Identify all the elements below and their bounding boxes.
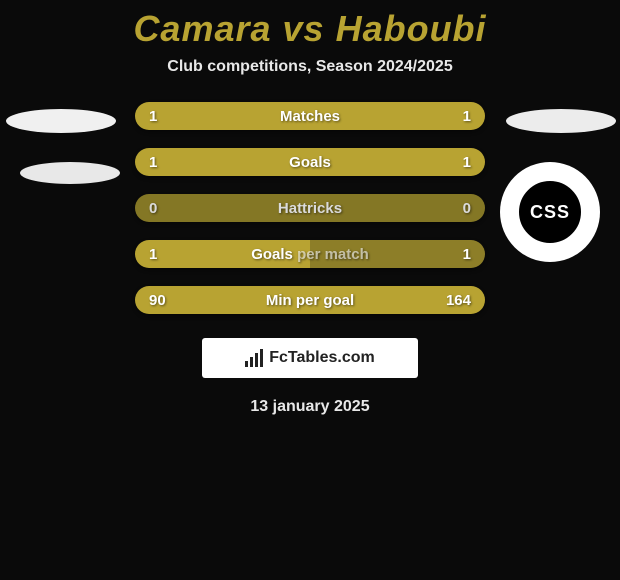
player-right-badge <box>506 109 616 133</box>
fctables-logo[interactable]: FcTables.com <box>202 338 418 378</box>
stat-left-value: 1 <box>149 246 157 263</box>
subtitle: Club competitions, Season 2024/2025 <box>0 58 620 76</box>
player-left-badge <box>6 109 116 133</box>
stat-right-value: 164 <box>446 292 471 309</box>
stat-right-value: 0 <box>463 200 471 217</box>
stat-label: Matches <box>280 108 340 125</box>
stat-label: Min per goal <box>266 292 354 309</box>
stat-row-min-per-goal: 90 Min per goal 164 <box>135 286 485 314</box>
stat-right-value: 1 <box>463 108 471 125</box>
stat-right-value: 1 <box>463 154 471 171</box>
stat-left-value: 1 <box>149 108 157 125</box>
logo-text: FcTables.com <box>269 349 375 367</box>
stats-bars: 1 Matches 1 1 Goals 1 0 Hattricks 0 1 Go… <box>135 102 485 314</box>
stat-row-goals-per-match: 1 Goals per match 1 <box>135 240 485 268</box>
page-title: Camara vs Haboubi <box>0 0 620 50</box>
stat-left-value: 0 <box>149 200 157 217</box>
stat-row-hattricks: 0 Hattricks 0 <box>135 194 485 222</box>
stat-left-value: 1 <box>149 154 157 171</box>
stat-row-matches: 1 Matches 1 <box>135 102 485 130</box>
logo-bars-icon <box>245 349 263 367</box>
player-left-badge-2 <box>20 162 120 184</box>
club-right-logo: CSS <box>500 162 600 262</box>
comparison-area: CSS 1 Matches 1 1 Goals 1 0 Hattricks 0 … <box>0 102 620 416</box>
club-right-text: CSS <box>530 202 570 223</box>
stat-label: Goals <box>289 154 331 171</box>
stat-label: Goals per match <box>251 246 369 263</box>
stat-row-goals: 1 Goals 1 <box>135 148 485 176</box>
date-text: 13 january 2025 <box>0 398 620 416</box>
stat-right-value: 1 <box>463 246 471 263</box>
stat-left-value: 90 <box>149 292 166 309</box>
stat-label: Hattricks <box>278 200 342 217</box>
